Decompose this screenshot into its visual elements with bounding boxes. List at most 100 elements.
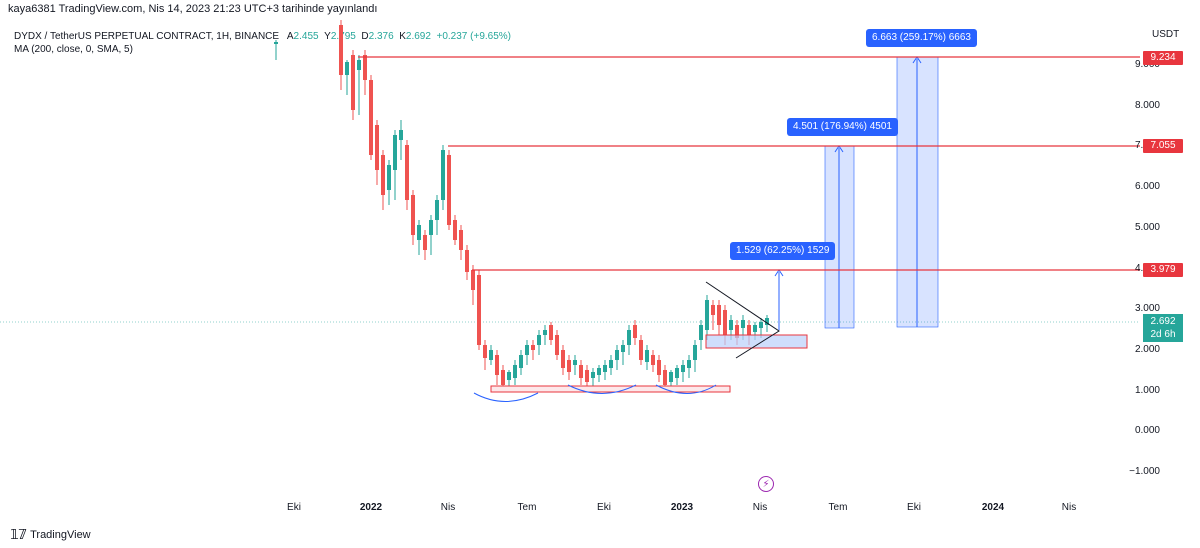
candle-body xyxy=(759,322,763,328)
currency-label: USDT xyxy=(1152,29,1180,40)
price-tick: 1.000 xyxy=(1134,384,1160,396)
candle-body xyxy=(729,320,733,330)
candle-body xyxy=(369,80,373,155)
candle-body xyxy=(537,335,541,345)
candle-body xyxy=(513,365,517,378)
price-tick: 5.000 xyxy=(1134,221,1160,233)
level-tag-3979: 3.979 xyxy=(1143,263,1183,277)
candle-body xyxy=(357,60,361,70)
indicator-legend[interactable]: MA (200, close, 0, SMA, 5) xyxy=(14,44,133,55)
candle-body xyxy=(549,325,553,340)
candle-body xyxy=(579,365,583,378)
candle-body xyxy=(687,360,691,368)
candle-body xyxy=(459,230,463,250)
support-zone xyxy=(490,385,731,393)
candle-body xyxy=(447,155,451,225)
candle-body xyxy=(453,220,457,240)
candle-body xyxy=(465,250,469,272)
candle-body xyxy=(363,55,367,80)
price-tick: 6.000 xyxy=(1134,181,1160,193)
candle-body xyxy=(651,355,655,365)
time-tick: Nis xyxy=(440,502,456,513)
tradingview-logo-icon: 𝟙𝟟 xyxy=(10,527,27,542)
level-tag-7055: 7.055 xyxy=(1143,139,1183,153)
candle-body xyxy=(351,55,355,110)
candle-body xyxy=(429,220,433,235)
candle-body xyxy=(393,135,397,170)
candle-body xyxy=(495,355,499,375)
candle-body xyxy=(597,368,601,375)
candle-body xyxy=(765,318,769,325)
candle-body xyxy=(561,350,565,368)
candle-body xyxy=(639,340,643,360)
candle-body xyxy=(705,300,709,330)
candle-body xyxy=(753,325,757,332)
candle-body xyxy=(387,165,391,190)
measure-label-3[interactable]: 6.663 (259.17%) 6663 xyxy=(866,29,977,47)
candle-body xyxy=(411,195,415,235)
footer-branding[interactable]: 𝟙𝟟 TradingView xyxy=(10,527,91,543)
candle-body xyxy=(274,42,278,44)
candle-body xyxy=(645,350,649,362)
close-value: 2.692 xyxy=(405,31,431,42)
candle-body xyxy=(441,150,445,200)
candle-body xyxy=(711,305,715,315)
bottom-arc-3 xyxy=(655,384,717,394)
candle-body xyxy=(609,360,613,368)
time-tick: Eki xyxy=(907,502,921,513)
price-tick: 0.000 xyxy=(1134,425,1160,437)
price-tick: 8.000 xyxy=(1134,99,1160,111)
candle-body xyxy=(717,305,721,325)
candle-body xyxy=(381,155,385,195)
candle-body xyxy=(567,360,571,372)
candle-body xyxy=(477,275,481,345)
close-label: K xyxy=(399,31,406,42)
bottom-arc-2 xyxy=(567,384,637,394)
low-label: D xyxy=(361,31,369,42)
candle-body xyxy=(435,200,439,220)
measure-label-1[interactable]: 1.529 (62.25%) 1529 xyxy=(730,242,836,260)
candle-body xyxy=(519,355,523,368)
price-tick: −1.000 xyxy=(1129,466,1160,477)
candle-body xyxy=(735,325,739,338)
low-value: 2.376 xyxy=(368,31,394,42)
candle-body xyxy=(573,360,577,365)
candle-body xyxy=(525,345,529,355)
published-caption: kaya6381 TradingView.com, Nis 14, 2023 2… xyxy=(8,3,378,15)
high-value: 2.795 xyxy=(330,31,356,42)
time-tick: 2022 xyxy=(359,502,383,513)
time-tick: Nis xyxy=(1061,502,1077,513)
candle-body xyxy=(633,325,637,338)
candle-body xyxy=(471,270,475,290)
candle-body xyxy=(657,360,661,375)
candle-body xyxy=(669,372,673,382)
candle-body xyxy=(615,350,619,360)
change-value: +0.237 (+9.65%) xyxy=(436,31,512,42)
candle-body xyxy=(507,372,511,380)
breakout-zone xyxy=(705,334,808,349)
candle-body xyxy=(375,125,379,170)
candle-body xyxy=(621,345,625,352)
time-tick: Tem xyxy=(828,502,848,513)
current-price-tag: 2.692 2d 6h xyxy=(1143,314,1183,342)
symbol-name: DYDX / TetherUS PERPETUAL CONTRACT, 1H, … xyxy=(14,31,280,42)
bar-countdown: 2d 6h xyxy=(1150,329,1176,340)
lightning-icon[interactable]: ⚡ xyxy=(758,476,774,492)
measure-label-2[interactable]: 4.501 (176.94%) 4501 xyxy=(787,118,898,136)
current-price-value: 2.692 xyxy=(1150,316,1176,327)
price-tick: 2.000 xyxy=(1134,343,1160,355)
candle-body xyxy=(399,130,403,140)
candle-body xyxy=(603,365,607,372)
candle-body xyxy=(747,325,751,335)
candle-body xyxy=(693,345,697,360)
candle-body xyxy=(543,330,547,335)
candle-body xyxy=(555,335,559,355)
candle-body xyxy=(681,365,685,372)
time-tick: 2024 xyxy=(981,502,1005,513)
symbol-legend[interactable]: DYDX / TetherUS PERPETUAL CONTRACT, 1H, … xyxy=(14,31,511,42)
candle-body xyxy=(339,25,343,75)
candle-body xyxy=(531,345,535,350)
candle-body xyxy=(723,310,727,335)
high-label: Y xyxy=(324,31,331,42)
